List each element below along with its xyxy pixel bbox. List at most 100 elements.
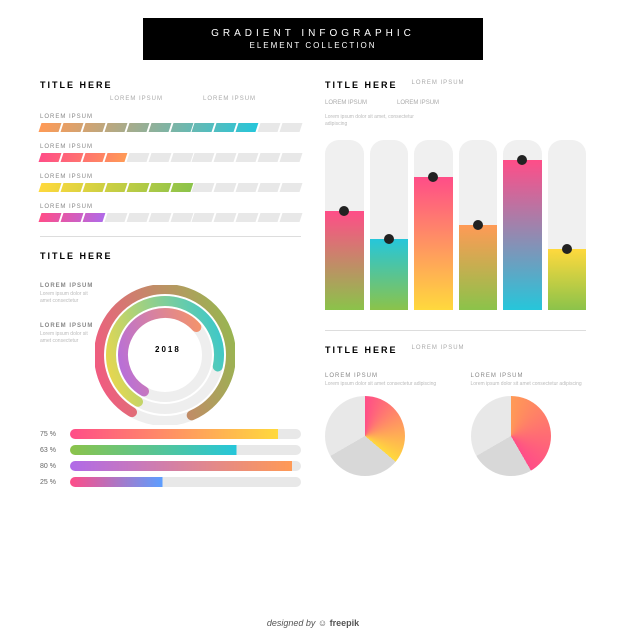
pie-label: LOREM IPSUM	[325, 373, 441, 379]
column-dot	[384, 234, 394, 244]
column-dot	[473, 220, 483, 230]
column-dot	[517, 155, 527, 165]
seg-bar-label: LOREM IPSUM	[40, 114, 301, 120]
column-bar	[548, 140, 587, 310]
seg	[39, 153, 62, 162]
column-fill	[325, 211, 364, 310]
seg	[236, 183, 259, 192]
seg	[148, 213, 171, 222]
column-fill	[503, 160, 542, 310]
column-dot	[562, 244, 572, 254]
hbar-row: 80 %	[40, 461, 301, 471]
footer: designed by ☺ freepik	[0, 618, 626, 628]
seg	[258, 213, 281, 222]
seg	[39, 123, 62, 132]
segbars-lorems: LOREM IPSUM LOREM IPSUM	[110, 96, 301, 102]
seg	[192, 213, 215, 222]
seg	[258, 123, 281, 132]
cols-title: TITLE HERE	[325, 80, 398, 90]
seg-bar	[40, 213, 301, 222]
seg-bar	[40, 153, 301, 162]
seg-bar	[40, 123, 301, 132]
seg	[82, 153, 105, 162]
seg	[148, 123, 171, 132]
seg	[236, 213, 259, 222]
seg	[126, 213, 149, 222]
column-bar	[414, 140, 453, 310]
seg	[236, 123, 259, 132]
seg	[170, 213, 193, 222]
right-column: TITLE HERE LOREM IPSUM LOREM IPSUM LOREM…	[325, 80, 586, 515]
seg-bar-label: LOREM IPSUM	[40, 144, 301, 150]
pies-sub: LOREM IPSUM	[412, 345, 465, 351]
seg-bar-label: LOREM IPSUM	[40, 204, 301, 210]
left-column: TITLE HERE LOREM IPSUM LOREM IPSUM LOREM…	[40, 80, 301, 515]
seg	[280, 123, 303, 132]
seg	[39, 183, 62, 192]
lorem-label: LOREM IPSUM	[203, 96, 256, 102]
hbar-track	[70, 429, 301, 439]
seg	[82, 183, 105, 192]
hbar-row: 75 %	[40, 429, 301, 439]
column-fill	[548, 249, 587, 310]
seg	[60, 183, 83, 192]
seg	[126, 183, 149, 192]
lorem-label: LOREM IPSUM	[325, 100, 367, 106]
seg	[192, 123, 215, 132]
seg	[214, 123, 237, 132]
header-subtitle: ELEMENT COLLECTION	[183, 41, 443, 50]
seg-bar-item: LOREM IPSUM	[40, 114, 301, 132]
seg	[280, 183, 303, 192]
pie-label: LOREM IPSUM	[471, 373, 587, 379]
lorem-label: LOREM IPSUM	[397, 100, 439, 106]
seg-bar-item: LOREM IPSUM	[40, 174, 301, 192]
footer-brand: freepik	[330, 618, 360, 628]
column-bar	[325, 140, 364, 310]
seg	[280, 213, 303, 222]
hbar-pct: 25 %	[40, 479, 64, 486]
seg	[60, 153, 83, 162]
pie-item: LOREM IPSUMLorem ipsum dolor sit amet co…	[325, 373, 441, 476]
seg-bar	[40, 183, 301, 192]
pie-chart	[325, 396, 405, 476]
seg	[82, 123, 105, 132]
text-box-title: LOREM IPSUM	[40, 323, 93, 329]
seg	[39, 213, 62, 222]
cols-lorems: LOREM IPSUM LOREM IPSUM	[325, 100, 586, 106]
seg	[258, 153, 281, 162]
seg	[60, 123, 83, 132]
header-banner: GRADIENT INFOGRAPHIC ELEMENT COLLECTION	[143, 18, 483, 60]
hbar-pct: 63 %	[40, 447, 64, 454]
column-fill	[414, 177, 453, 310]
seg	[214, 213, 237, 222]
column-dot	[428, 172, 438, 182]
lorem-label: LOREM IPSUM	[110, 96, 163, 102]
seg	[192, 183, 215, 192]
seg-bar-item: LOREM IPSUM	[40, 204, 301, 222]
hbar-track	[70, 445, 301, 455]
pies-title: TITLE HERE	[325, 345, 398, 355]
hbar-row: 63 %	[40, 445, 301, 455]
text-box-title: LOREM IPSUM	[40, 283, 93, 289]
seg	[104, 213, 127, 222]
radial-panel: LOREM IPSUM Lorem ipsum dolor sit amet co…	[40, 265, 301, 515]
seg	[258, 183, 281, 192]
segbars-title: TITLE HERE	[40, 80, 301, 90]
header-title: GRADIENT INFOGRAPHIC	[183, 28, 443, 39]
seg-bar-item: LOREM IPSUM	[40, 144, 301, 162]
hbar-pct: 75 %	[40, 431, 64, 438]
cols-desc: Lorem ipsum dolor sit amet, consectetur …	[325, 114, 415, 128]
column-bar	[370, 140, 409, 310]
column-bar	[503, 140, 542, 310]
column-chart	[325, 140, 586, 310]
seg	[236, 153, 259, 162]
seg	[148, 183, 171, 192]
pie-desc: Lorem ipsum dolor sit amet consectetur a…	[471, 381, 587, 388]
text-box: LOREM IPSUMLorem ipsum dolor sit amet co…	[40, 283, 93, 305]
cols-sub: LOREM IPSUM	[412, 80, 465, 86]
seg	[170, 123, 193, 132]
hbar-track	[70, 477, 301, 487]
horizontal-bars: 75 % 63 % 80 % 25 %	[40, 429, 301, 493]
seg	[148, 153, 171, 162]
text-box-desc: Lorem ipsum dolor sit amet consectetur	[40, 331, 90, 345]
